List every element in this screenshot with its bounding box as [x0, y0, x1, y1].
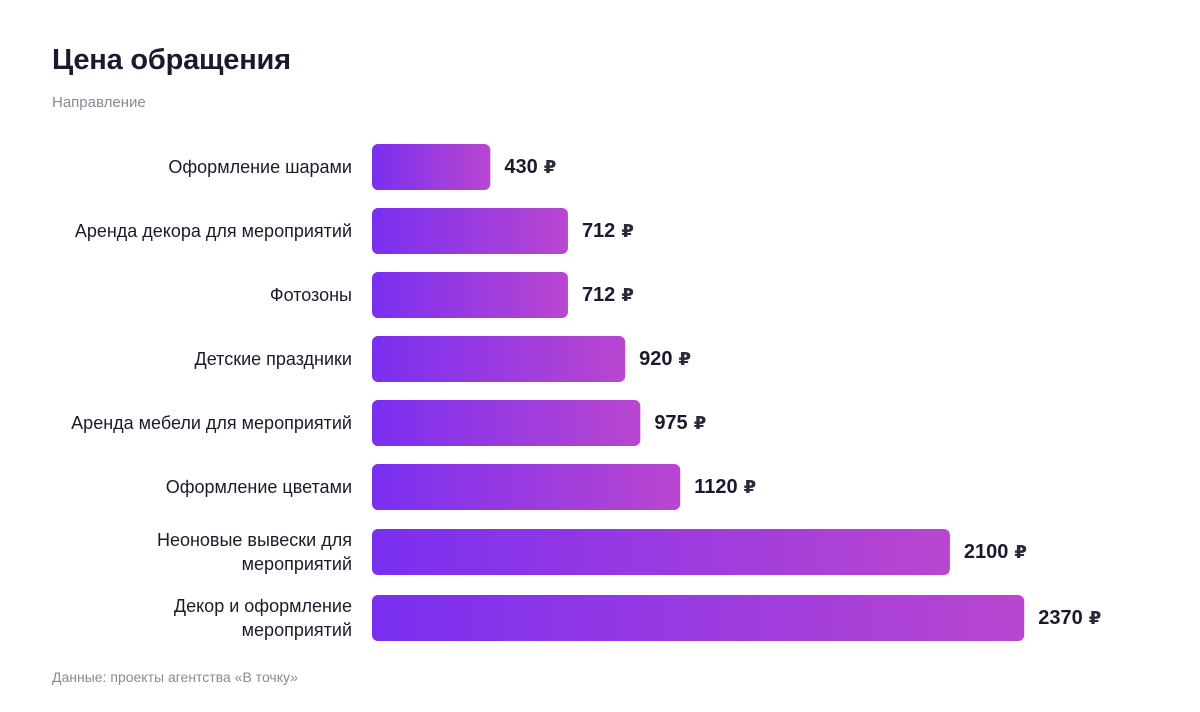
- bar-row: Неоновые вывески для мероприятий 2100 ₽: [157, 529, 1027, 575]
- category-label: мероприятий: [242, 620, 352, 640]
- currency-symbol: ₽: [621, 221, 634, 242]
- bar: [372, 529, 950, 575]
- bar-row: Оформление цветами 1120 ₽: [166, 464, 756, 510]
- value-label: 430 ₽: [504, 156, 556, 178]
- bar: [372, 336, 626, 382]
- chart-subtitle: Направление: [52, 94, 146, 111]
- currency-symbol: ₽: [679, 349, 692, 370]
- value-label: 975 ₽: [654, 412, 706, 434]
- currency-symbol: ₽: [1014, 542, 1027, 563]
- currency-symbol: ₽: [1089, 608, 1102, 629]
- bar-row: Аренда мебели для мероприятий 975 ₽: [71, 400, 706, 446]
- value-label: 1120 ₽: [694, 476, 756, 498]
- currency-symbol: ₽: [544, 157, 557, 178]
- value-number: 712: [582, 220, 615, 242]
- value-number: 975: [654, 412, 687, 434]
- bar: [372, 595, 1025, 641]
- value-label: 2100 ₽: [964, 541, 1027, 563]
- value-label: 920 ₽: [639, 348, 691, 370]
- value-number: 920: [639, 348, 672, 370]
- value-number: 2370: [1038, 607, 1083, 629]
- category-label: Оформление цветами: [166, 477, 352, 497]
- bars-layer: Оформление шарами 430 ₽Аренда декора для м…: [71, 144, 1101, 641]
- category-label: Декор и оформление: [174, 596, 352, 616]
- value-label: 712 ₽: [582, 284, 634, 306]
- bar-row: Аренда декора для мероприятий 712 ₽: [75, 208, 634, 254]
- value-number: 2100: [964, 541, 1009, 563]
- data-source-note: Данные: проекты агентства «В точку»: [52, 669, 298, 685]
- currency-symbol: ₽: [744, 477, 757, 498]
- value-number: 430: [504, 156, 537, 178]
- currency-symbol: ₽: [621, 285, 634, 306]
- value-number: 1120: [694, 476, 737, 498]
- value-number: 712: [582, 284, 615, 306]
- category-label: Неоновые вывески для: [157, 530, 352, 550]
- bar: [372, 208, 568, 254]
- bar: [372, 144, 491, 190]
- currency-symbol: ₽: [694, 413, 707, 434]
- chart-title: Цена обращения: [52, 44, 291, 76]
- category-label: Детские праздники: [195, 349, 352, 369]
- value-label: 2370 ₽: [1038, 607, 1101, 629]
- bar: [372, 464, 681, 510]
- category-label: Фотозоны: [270, 285, 352, 305]
- bar: [372, 400, 641, 446]
- bar-row: Детские праздники 920 ₽: [195, 336, 691, 382]
- bar-row: Фотозоны 712 ₽: [270, 272, 634, 318]
- category-label: мероприятий: [242, 554, 352, 574]
- category-label: Аренда мебели для мероприятий: [71, 413, 352, 433]
- category-label: Аренда декора для мероприятий: [75, 221, 352, 241]
- category-label: Оформление шарами: [168, 157, 352, 177]
- bar-row: Оформление шарами 430 ₽: [168, 144, 556, 190]
- bar-row: Декор и оформление мероприятий 2370 ₽: [174, 595, 1101, 641]
- bar: [372, 272, 568, 318]
- value-label: 712 ₽: [582, 220, 634, 242]
